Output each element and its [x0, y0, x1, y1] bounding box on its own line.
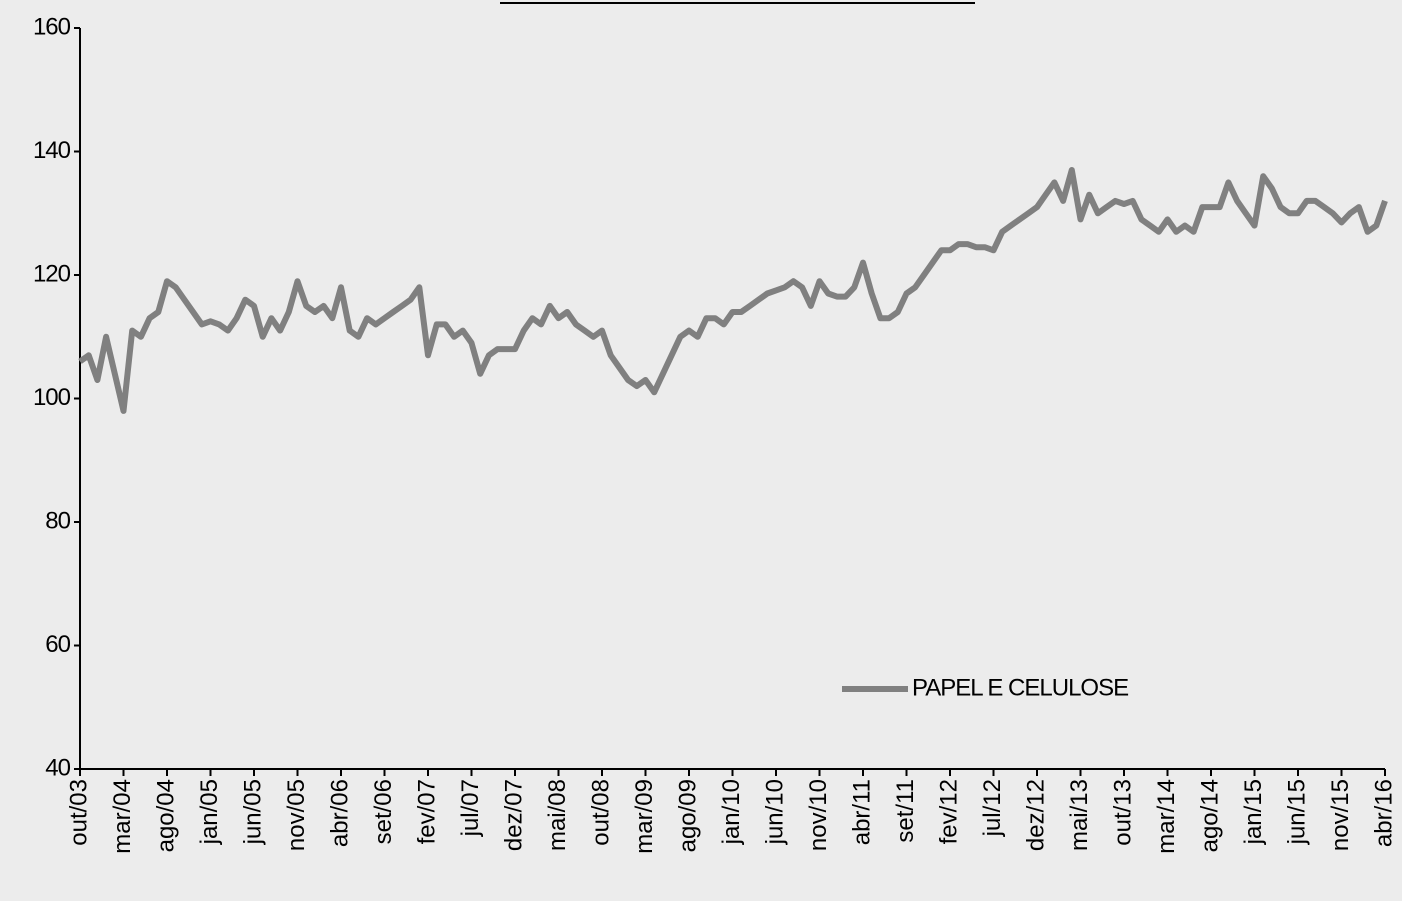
x-tick-label: abr/16	[1370, 779, 1397, 847]
x-tick-label: mai/13	[1066, 779, 1093, 851]
x-tick-label: set/06	[370, 779, 397, 844]
x-tick-label: mar/09	[631, 779, 658, 854]
x-tick-label: jul/07	[457, 779, 484, 837]
y-tick-label: 80	[45, 507, 70, 534]
x-tick-label: jun/10	[761, 779, 788, 845]
x-tick-label: abr/11	[848, 779, 875, 845]
x-tick-label: set/11	[892, 779, 919, 843]
x-tick-label: mar/04	[109, 779, 136, 854]
x-tick-label: out/08	[587, 779, 614, 846]
x-tick-label: nov/15	[1327, 779, 1354, 851]
x-tick-label: nov/05	[283, 779, 310, 851]
y-tick-label: 120	[33, 260, 71, 287]
y-tick-label: 100	[33, 384, 71, 411]
x-tick-label: jan/05	[196, 779, 223, 845]
x-tick-label: jan/15	[1240, 779, 1267, 845]
x-tick-label: jul/12	[979, 779, 1006, 837]
y-tick-label: 140	[33, 137, 71, 164]
x-tick-label: fev/07	[413, 779, 440, 844]
x-tick-label: out/13	[1109, 779, 1136, 846]
legend-label: PAPEL E CELULOSE	[912, 674, 1128, 701]
y-tick-label: 60	[45, 631, 70, 658]
x-tick-label: jan/10	[718, 779, 745, 845]
x-tick-label: ago/04	[152, 779, 179, 852]
x-tick-label: abr/06	[326, 779, 353, 847]
x-tick-label: mai/08	[544, 779, 571, 851]
x-tick-label: jun/05	[239, 779, 266, 845]
y-tick-label: 40	[45, 754, 70, 781]
x-tick-label: jun/15	[1283, 779, 1310, 845]
x-tick-label: dez/12	[1022, 779, 1049, 851]
x-tick-label: mar/14	[1153, 779, 1180, 854]
x-tick-label: ago/14	[1196, 779, 1223, 852]
x-tick-label: out/03	[65, 779, 92, 846]
x-tick-label: dez/07	[500, 779, 527, 851]
series-line	[78, 167, 1388, 414]
y-tick-label: 160	[33, 13, 71, 40]
x-tick-label: nov/10	[805, 779, 832, 851]
x-tick-label: ago/09	[674, 779, 701, 852]
x-tick-label: fev/12	[935, 779, 962, 844]
